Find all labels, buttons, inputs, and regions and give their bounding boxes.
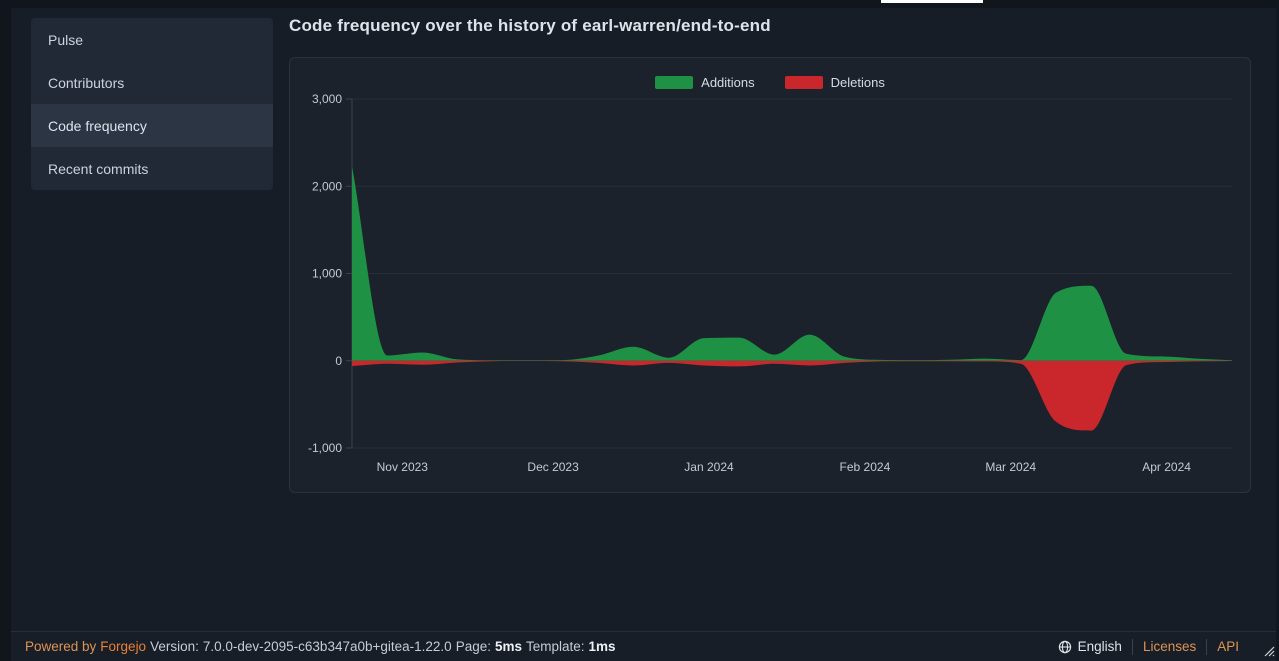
globe-icon (1058, 640, 1071, 653)
sidebar-item-contributors[interactable]: Contributors (48, 74, 125, 91)
forgejo-link[interactable]: Forgejo (100, 639, 147, 654)
y-axis-tick-label: 1,000 (312, 267, 342, 281)
chart-legend: Additions Deletions (290, 75, 1250, 90)
language-label: English (1077, 639, 1122, 654)
footer-divider (1206, 638, 1208, 655)
x-axis-tick-label: Nov 2023 (377, 460, 429, 474)
sidebar-item-recent-commits[interactable]: Recent commits (48, 160, 149, 177)
page-title: Code frequency over the history of earl-… (289, 16, 771, 35)
code-frequency-chart-panel: Additions Deletions 3,000 2,000 1,000 0 -1,0… (289, 57, 1251, 493)
activity-sidebar-menu: Pulse Contributors Code frequency Recent… (31, 18, 273, 190)
version-label: Version: (150, 639, 199, 654)
sidebar-item-pulse[interactable]: Pulse (48, 31, 84, 48)
x-axis-tick-label: Jan 2024 (684, 460, 734, 474)
y-axis-tick-label: -1,000 (308, 441, 342, 455)
sidebar-item-code-frequency[interactable]: Code frequency (31, 104, 273, 147)
legend-item-deletions[interactable]: Deletions (784, 75, 885, 90)
resize-grip[interactable] (1259, 641, 1275, 657)
template-time-label: Template: (526, 639, 585, 654)
additions-area-series (352, 166, 1232, 361)
footer-right: English Licenses API (1058, 638, 1239, 655)
window-right-edge (1276, 0, 1279, 661)
legend-deletions-label: Deletions (830, 75, 885, 90)
y-axis-tick-label: 3,000 (312, 92, 342, 106)
footer-left: Powered by Forgejo Version: 7.0.0-dev-20… (25, 639, 616, 654)
active-tab-indicator (881, 0, 983, 3)
x-axis-tick-label: Mar 2024 (985, 460, 1036, 474)
page-time-label: Page: (455, 639, 491, 654)
legend-additions-label: Additions (701, 75, 755, 90)
language-menu[interactable]: English (1058, 639, 1122, 654)
x-axis-tick-label: Dec 2023 (527, 460, 579, 474)
deletions-swatch-icon (784, 76, 823, 89)
code-frequency-area-chart: 3,000 2,000 1,000 0 -1,000 Nov 2023 Dec 2023 Ja… (308, 92, 1232, 474)
footer-divider (1131, 638, 1133, 655)
y-axis-tick-label: 2,000 (312, 179, 342, 193)
powered-by-label: Powered by (25, 639, 97, 654)
additions-swatch-icon (655, 76, 694, 89)
page-time-value: 5ms (494, 639, 522, 654)
y-axis-tick-label: 0 (335, 354, 342, 368)
window-top-edge (0, 0, 1279, 8)
api-link[interactable]: API (1217, 639, 1239, 654)
x-axis-tick-label: Apr 2024 (1142, 460, 1191, 474)
template-time-value: 1ms (588, 639, 616, 654)
x-axis-tick-label: Feb 2024 (840, 460, 891, 474)
footer: Powered by Forgejo Version: 7.0.0-dev-20… (0, 631, 1279, 661)
deletions-area-series (352, 360, 1232, 431)
legend-item-additions[interactable]: Additions (655, 75, 755, 90)
version-value: 7.0.0-dev-2095-c63b347a0b+gitea-1.22.0 (202, 639, 452, 654)
window-left-edge (0, 0, 11, 661)
licenses-link[interactable]: Licenses (1142, 639, 1197, 654)
